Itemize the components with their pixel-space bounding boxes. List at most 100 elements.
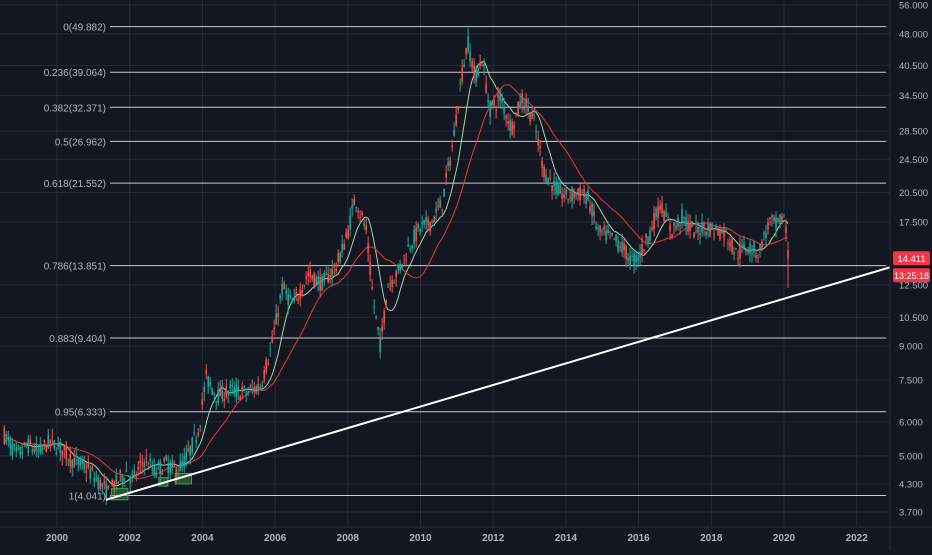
candle-body	[371, 287, 373, 289]
candle-body	[501, 98, 503, 103]
candle-body	[213, 393, 216, 395]
candle-body	[17, 447, 20, 449]
candle-body	[761, 241, 763, 251]
candle-body	[701, 222, 703, 233]
candle-body	[161, 472, 164, 475]
candle-body	[279, 295, 281, 299]
candle-body	[111, 480, 114, 486]
candle-body	[591, 203, 593, 217]
x-tick-label: 2000	[46, 533, 69, 544]
candle-body	[121, 475, 124, 483]
y-tick-label: 34.500	[899, 91, 928, 102]
candle-body	[365, 225, 367, 231]
candle-body	[705, 231, 707, 236]
candle-body	[553, 180, 555, 186]
candle-body	[659, 205, 661, 211]
candle-body	[369, 262, 371, 275]
x-tick-label: 2022	[846, 533, 869, 544]
candle-body	[69, 453, 72, 466]
x-tick-label: 2002	[119, 533, 142, 544]
candle-body	[197, 432, 200, 436]
candle-body	[141, 463, 144, 465]
candle-body	[323, 273, 325, 282]
trend-line	[105, 265, 894, 501]
candle-body	[765, 232, 767, 238]
y-tick-label: 7.500	[899, 376, 923, 387]
candle-body	[55, 452, 58, 455]
candle-body	[573, 192, 575, 198]
candle-body	[387, 286, 389, 288]
countdown-badge-label: 13:25:18	[894, 271, 929, 281]
candle-body	[555, 183, 557, 195]
candle-body	[57, 442, 60, 448]
fib-level-label: 0.618(21.552)	[44, 179, 106, 190]
candle-body	[123, 479, 126, 481]
candle-body	[635, 255, 637, 263]
candle-body	[775, 217, 777, 229]
candle-body	[305, 275, 307, 280]
candle-body	[19, 446, 22, 456]
candle-body	[657, 206, 659, 218]
candle-body	[531, 112, 533, 119]
candle-body	[681, 209, 683, 224]
candle-body	[667, 219, 669, 221]
candle-body	[721, 229, 723, 234]
fib-level-label: 0.786(13.851)	[44, 262, 106, 273]
candle-body	[629, 255, 631, 267]
candle-body	[469, 51, 471, 62]
candle-body	[609, 231, 611, 233]
candle-body	[325, 272, 327, 276]
candle-body	[783, 216, 785, 218]
candle-body	[29, 439, 32, 444]
countdown-badge	[893, 268, 930, 283]
candle-body	[179, 461, 182, 472]
candle-body	[483, 64, 485, 68]
candle-body	[181, 460, 184, 466]
candle-body	[79, 457, 82, 466]
candle-body	[467, 36, 469, 52]
candle-body	[697, 226, 699, 233]
candle-body	[37, 449, 40, 452]
candle-body	[195, 439, 198, 443]
candle-body	[203, 386, 206, 393]
candle-body	[53, 440, 56, 449]
candle-body	[507, 121, 509, 124]
candle-body	[49, 440, 52, 443]
x-tick-label: 2008	[337, 533, 360, 544]
candle-body	[757, 256, 759, 258]
y-tick-label: 28.500	[899, 127, 928, 138]
candle-body	[355, 206, 357, 208]
candle-body	[379, 336, 381, 353]
candle-body	[293, 297, 295, 301]
candle-body	[289, 294, 291, 298]
candle-body	[217, 389, 220, 404]
candle-body	[221, 385, 224, 399]
y-tick-label: 56.000	[899, 1, 928, 12]
candle-body	[417, 223, 419, 229]
candle-body	[675, 226, 677, 229]
candle-body	[399, 263, 401, 271]
y-tick-label: 4.300	[899, 479, 923, 490]
y-tick-label: 24.500	[899, 155, 928, 166]
candle-body	[249, 386, 252, 388]
moving-average-fast	[3, 61, 789, 487]
candle-body	[749, 243, 751, 254]
candle-body	[699, 233, 701, 235]
candle-body	[427, 219, 429, 226]
candle-body	[787, 250, 789, 259]
candle-body	[271, 336, 273, 343]
candle-body	[171, 460, 174, 468]
candle-body	[115, 474, 118, 485]
candle-body	[479, 62, 481, 67]
candle-body	[621, 241, 623, 253]
candle-body	[261, 385, 263, 387]
candle-body	[779, 214, 781, 224]
candle-body	[505, 115, 507, 119]
candle-body	[633, 253, 635, 266]
candle-body	[747, 249, 749, 254]
candle-body	[301, 289, 303, 294]
candle-body	[475, 68, 477, 83]
candle-body	[423, 219, 425, 226]
y-tick-label: 20.500	[899, 188, 928, 199]
